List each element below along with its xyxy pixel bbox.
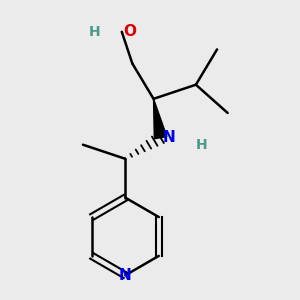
Text: N: N xyxy=(162,130,175,145)
Text: N: N xyxy=(119,268,132,283)
Polygon shape xyxy=(154,99,167,139)
Text: H: H xyxy=(196,138,208,152)
Text: O: O xyxy=(124,24,136,39)
Text: H: H xyxy=(89,25,100,39)
